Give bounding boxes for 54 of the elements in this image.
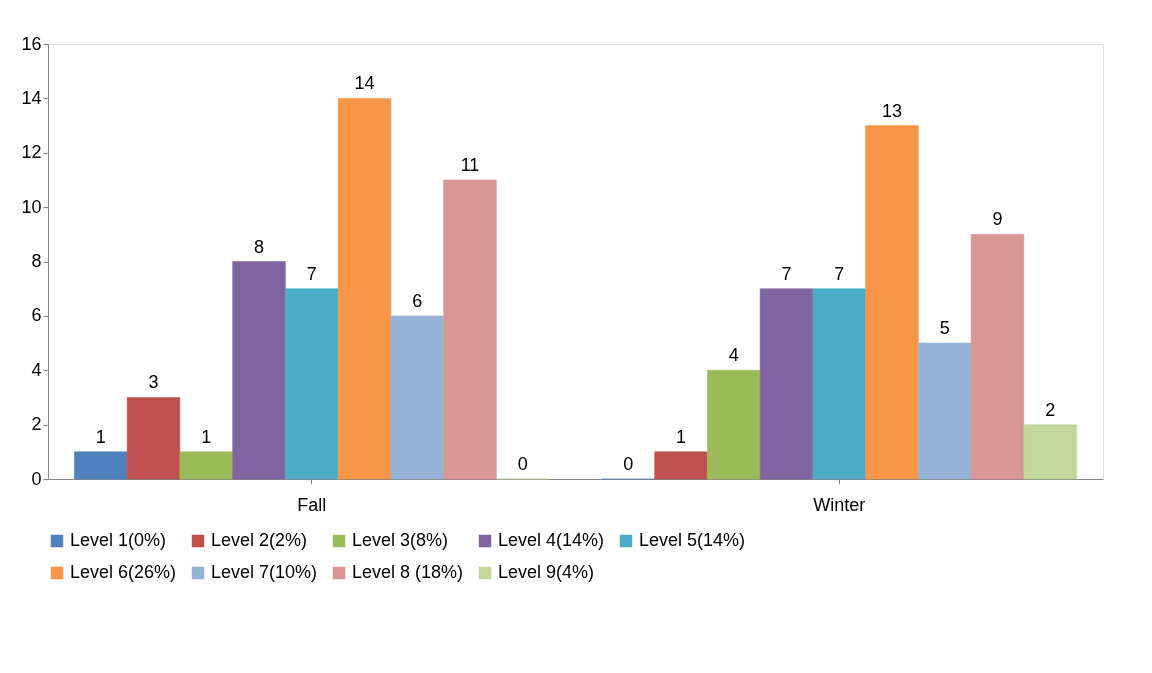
legend-label: Level 5(14%) (639, 530, 746, 550)
bar (865, 125, 919, 480)
data-label: 14 (354, 73, 375, 94)
data-label: 9 (992, 209, 1003, 230)
bar (179, 451, 233, 480)
y-tick-label: 16 (21, 33, 42, 54)
x-tick-label: Fall (297, 494, 327, 515)
y-tick-label: 10 (21, 196, 42, 217)
bar (337, 98, 392, 480)
y-tick-label: 0 (31, 468, 42, 489)
bar (812, 288, 866, 480)
bar (759, 288, 814, 480)
y-tick-label: 4 (31, 359, 42, 380)
y-tick-label: 6 (31, 305, 42, 326)
data-label: 7 (781, 263, 792, 284)
y-tick-label: 8 (31, 251, 42, 271)
data-label: 0 (517, 454, 528, 474)
data-label: 13 (881, 100, 903, 121)
bar (285, 288, 339, 480)
data-label: 8 (253, 236, 265, 257)
y-tick-label: 2 (31, 414, 42, 435)
bar (390, 315, 444, 480)
bar (126, 397, 181, 480)
data-label: 2 (1045, 399, 1056, 420)
bar (443, 179, 497, 480)
data-label: 1 (675, 426, 687, 447)
data-label: 4 (728, 345, 739, 366)
y-tick-label: 12 (21, 142, 42, 163)
legend-label: Level 9(4%) (498, 562, 595, 582)
data-label: 5 (939, 318, 950, 339)
x-tick-label: Winter (813, 494, 866, 515)
data-label: 1 (95, 426, 106, 447)
legend-label: Level 3(8%) (352, 530, 449, 550)
bar (707, 370, 761, 480)
data-label: 7 (306, 263, 317, 284)
legend-label: Level 8 (18%) (352, 562, 464, 582)
data-label: 3 (148, 372, 159, 393)
legend-label: Level 1(0%) (70, 530, 167, 550)
bar (918, 342, 972, 480)
bar (74, 451, 128, 480)
bar (1023, 424, 1077, 480)
data-label: 7 (834, 263, 845, 284)
data-label: 0 (623, 454, 634, 474)
legend-label: Level 2(2%) (211, 530, 308, 550)
legend-label: Level 7(10%) (211, 562, 318, 582)
bar (970, 234, 1025, 480)
legend-label: Level 4(14%) (498, 530, 605, 550)
legend-label: Level 6(26%) (70, 562, 177, 582)
data-label: 11 (460, 154, 480, 175)
data-label: 1 (201, 426, 212, 447)
bar (654, 451, 708, 480)
bar (232, 261, 286, 480)
y-tick-label: 14 (21, 87, 42, 108)
data-label: 6 (412, 290, 423, 311)
